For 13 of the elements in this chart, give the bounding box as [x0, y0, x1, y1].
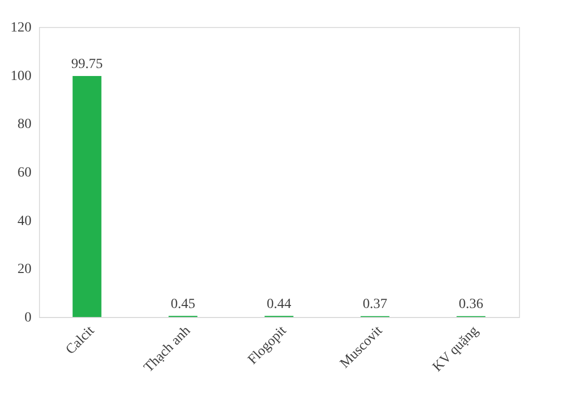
y-tick-label: 20: [18, 262, 32, 278]
y-tick-label: 40: [18, 214, 32, 229]
data-label: 0.36: [458, 297, 484, 312]
bar: [72, 76, 102, 317]
y-tick-label: 0: [24, 310, 32, 326]
y-tick-label: 80: [18, 117, 32, 132]
y-tick-label: 120: [10, 20, 32, 36]
y-tick-label: 100: [10, 68, 32, 84]
y-tick-label: 60: [18, 166, 32, 180]
data-label: 0.37: [362, 297, 388, 312]
data-label: 0.45: [170, 296, 196, 312]
data-label: 0.44: [266, 296, 292, 312]
data-label: 99.75: [71, 56, 103, 72]
